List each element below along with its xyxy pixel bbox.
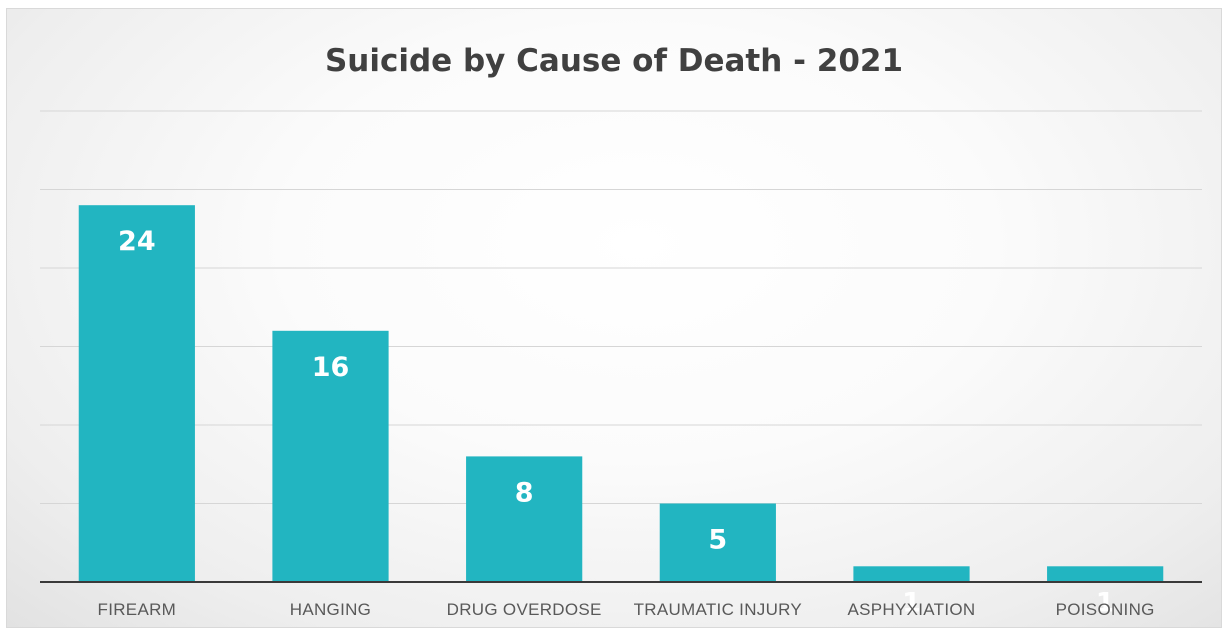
category-label: TRAUMATIC INJURY — [634, 600, 803, 619]
data-label: 8 — [515, 477, 534, 508]
category-label: ASPHYXIATION — [848, 600, 976, 619]
data-label: 5 — [708, 525, 727, 556]
bar-chart-plot: 24 FIREARM 16 HANGING 8 DRUG OVERDOSE 5 TRAUMAT… — [40, 110, 1202, 619]
bar-traumatic-injury — [659, 503, 776, 582]
data-label: 1 — [1096, 587, 1115, 618]
chart-container: Suicide by Cause of Death - 2021 24 FIREA… — [6, 8, 1222, 628]
category-label: HANGING — [290, 600, 371, 619]
chart-title: Suicide by Cause of Death - 2021 — [324, 43, 904, 79]
category-label: FIREARM — [98, 600, 177, 619]
category-label: POISONING — [1056, 600, 1155, 619]
bar-asphyxiation — [853, 566, 970, 582]
data-label: 16 — [312, 352, 350, 383]
bar-firearm — [78, 205, 195, 582]
bar-drug-overdose — [466, 456, 583, 582]
category-label: DRUG OVERDOSE — [447, 600, 602, 619]
data-label: 24 — [118, 226, 156, 257]
bar-hanging — [272, 330, 389, 582]
bar-poisoning — [1047, 566, 1164, 582]
data-label: 1 — [902, 587, 921, 618]
